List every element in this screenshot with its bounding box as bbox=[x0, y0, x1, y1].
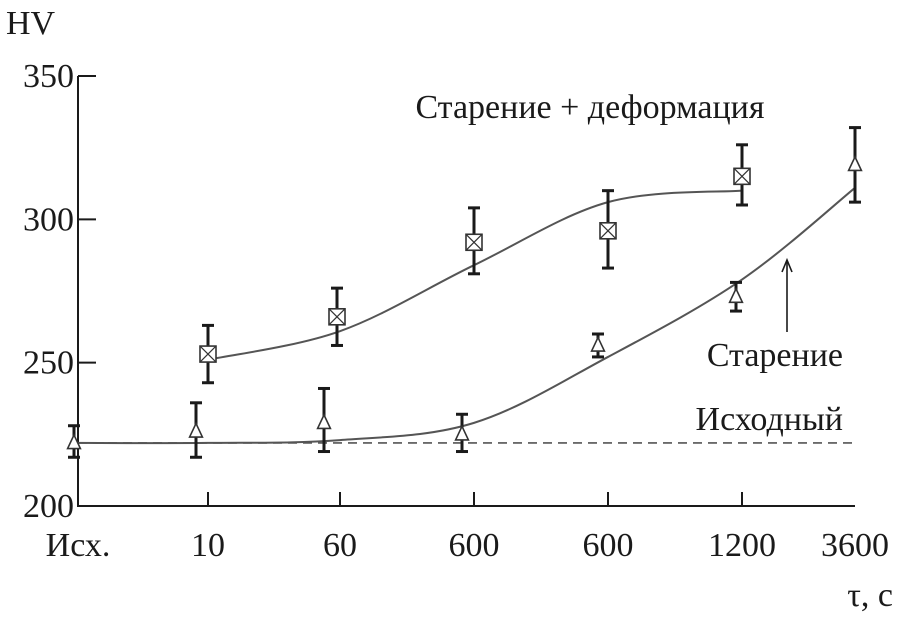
triangle-marker bbox=[590, 335, 606, 352]
fit-curve-2 bbox=[73, 187, 856, 445]
markers bbox=[66, 154, 863, 450]
x-tick-label: 10 bbox=[191, 527, 225, 564]
x-tick-label: 600 bbox=[583, 527, 634, 564]
annotation-aging: Старение bbox=[707, 337, 843, 374]
x-tick-label: Исх. bbox=[46, 527, 111, 564]
y-tick-label: 300 bbox=[23, 201, 74, 238]
x-tick-label: 1200 bbox=[708, 527, 776, 564]
square-x-marker bbox=[599, 222, 617, 240]
x-tick-label: 60 bbox=[323, 527, 357, 564]
triangle-marker bbox=[454, 424, 470, 441]
axes bbox=[77, 75, 855, 507]
square-x-marker bbox=[733, 167, 751, 186]
square-x-marker bbox=[328, 307, 346, 326]
square-x-marker bbox=[465, 233, 483, 252]
y-tick-label: 350 bbox=[23, 58, 74, 95]
x-tick-label: 600 bbox=[449, 527, 500, 564]
triangle-marker bbox=[316, 412, 332, 430]
aging-arrow bbox=[781, 257, 793, 332]
y-tick-label: 200 bbox=[23, 488, 74, 525]
labels: 200 250 300 350 Исх. 10 60 600 600 1200 3600 bbox=[23, 58, 889, 564]
triangle-marker bbox=[66, 433, 82, 450]
y-axis-label: HV bbox=[6, 5, 56, 42]
x-tick-label: 3600 bbox=[821, 527, 889, 564]
triangle-marker bbox=[728, 286, 744, 304]
square-x-marker bbox=[199, 345, 217, 363]
triangle-marker bbox=[847, 154, 863, 172]
annotation-aging-deformation: Старение + деформация bbox=[415, 89, 764, 126]
triangle-marker bbox=[188, 421, 204, 438]
x-axis-label: τ, с bbox=[847, 577, 893, 614]
annotation-initial: Исходный bbox=[696, 401, 843, 438]
y-tick-label: 250 bbox=[23, 345, 74, 382]
